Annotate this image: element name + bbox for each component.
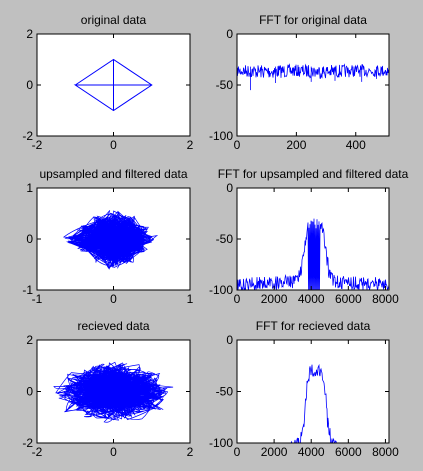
series-line-0 [237,218,389,290]
x-tick-label: 2 [187,138,194,152]
series-line-0 [62,210,159,270]
x-tick-label: 400 [346,138,366,152]
y-tick-label: -50 [216,78,234,92]
x-tick-label: -1 [32,292,43,306]
chart-title: FFT for recieved data [256,319,371,333]
y-tick-label: -2 [22,129,33,143]
chart-received: recieved data -2 0 2 -2 0 2 [22,319,193,459]
data-layer [237,363,389,443]
chart-title: recieved data [77,319,149,333]
y-tick-label: 0 [226,181,233,195]
chart-original: original data -2 0 2 -2 0 2 [22,13,193,152]
y-tick-label: -100 [209,436,233,450]
y-tick-label: 2 [26,27,33,41]
chart-fft_received: FFT for recieved data 0 2000 4000 6000 8000 -1… [209,319,399,459]
x-tick-label: 2000 [261,445,288,459]
x-tick-label: 200 [286,138,306,152]
plot-area [237,34,389,136]
x-tick-label: 0 [110,138,117,152]
y-tick-label: -2 [22,436,33,450]
x-tick-label: 1 [187,292,194,306]
y-tick-label: -100 [209,283,233,297]
data-layer [53,361,174,423]
y-tick-label: 0 [26,385,33,399]
data-layer [73,58,153,112]
x-tick-label: 6000 [335,292,362,306]
x-tick-label: 2000 [261,292,288,306]
x-tick-label: 2 [187,445,194,459]
series-line-0 [237,363,389,443]
plot-area [237,340,389,443]
y-tick-label: -50 [216,385,234,399]
x-tick-label: 6000 [335,445,362,459]
series-line-0 [237,63,389,91]
data-layer [237,63,389,91]
x-tick-label: 4000 [298,292,325,306]
x-tick-label: -2 [32,138,43,152]
data-layer [62,210,159,270]
y-tick-label: 0 [26,78,33,92]
x-tick-label: 0 [234,138,241,152]
x-tick-label: 0 [234,292,241,306]
x-tick-label: 4000 [298,445,325,459]
chart-fft_original: FFT for original data 0 200 400 -100 -50 0 [209,13,390,152]
series-line-0 [53,361,174,423]
x-tick-label: 0 [110,445,117,459]
chart-title: original data [81,13,147,27]
y-tick-label: -100 [209,129,233,143]
chart-title: FFT for original data [259,13,367,27]
chart-upsampled: upsampled and filtered data -1 0 1 -1 0 1 [22,167,193,306]
y-tick-label: -1 [22,283,33,297]
chart-title: upsampled and filtered data [39,167,187,181]
x-tick-label: -2 [32,445,43,459]
data-layer [237,218,389,290]
x-tick-label: 8000 [372,445,399,459]
series-line-0 [73,58,153,112]
x-tick-label: 8000 [372,292,399,306]
y-tick-label: 1 [26,181,33,195]
y-tick-label: -50 [216,232,234,246]
x-tick-label: 0 [234,445,241,459]
y-tick-label: 2 [26,333,33,347]
y-tick-label: 0 [226,27,233,41]
y-tick-label: 0 [26,232,33,246]
y-tick-label: 0 [226,333,233,347]
x-tick-label: 0 [110,292,117,306]
chart-title: FFT for upsampled and filtered data [218,167,409,181]
